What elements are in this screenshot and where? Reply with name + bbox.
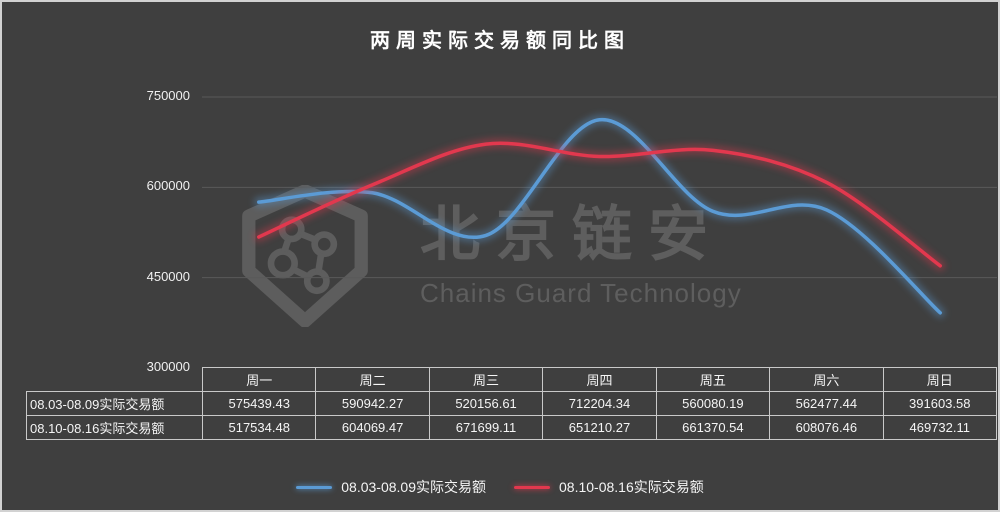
- table-value-cell: 661370.54: [655, 415, 771, 440]
- table-value-cell: 575439.43: [201, 391, 317, 416]
- table-value-cell: 671699.11: [428, 415, 544, 440]
- table-value-cell: 651210.27: [542, 415, 657, 440]
- table-value-cell: 520156.61: [428, 391, 544, 416]
- y-axis-labels: 750000 600000 450000 300000: [105, 2, 190, 510]
- table-header-cell: 周四: [542, 367, 657, 392]
- chart-title: 两周实际交易额同比图: [370, 30, 630, 52]
- legend-label: 08.03-08.09实际交易额: [341, 479, 486, 495]
- chains-guard-logo-icon: [242, 185, 368, 327]
- watermark: 北京链安 Chains Guard Technology: [230, 185, 742, 327]
- table-header-cell: 周二: [315, 367, 430, 392]
- table-header-cell: 周日: [882, 367, 998, 392]
- table-header-cell: 周五: [655, 367, 771, 392]
- legend-line-sample: [514, 485, 550, 489]
- table-corner-cell: [27, 368, 203, 392]
- table-value-cell: 469732.11: [882, 415, 998, 440]
- y-axis-tick-label: 300000: [146, 359, 190, 374]
- table-value-cell: 604069.47: [315, 415, 430, 440]
- y-axis-tick-label: 450000: [146, 268, 190, 284]
- legend-item-0: 08.03-08.09实际交易额: [296, 477, 486, 497]
- table-header-row: 周一 周二 周三 周四 周五 周六 周日: [27, 367, 998, 392]
- chart-legend: 08.03-08.09实际交易额 08.10-08.16实际交易额: [2, 477, 998, 497]
- table-header-cell: 周六: [769, 367, 884, 392]
- table-row-label: 08.10-08.16实际交易额: [26, 415, 203, 440]
- legend-label: 08.10-08.16实际交易额: [559, 479, 704, 495]
- table-value-cell: 608076.46: [769, 415, 884, 440]
- table-value-cell: 590942.27: [315, 391, 430, 416]
- table-value-cell: 517534.48: [201, 415, 317, 440]
- legend-item-1: 08.10-08.16实际交易额: [514, 477, 704, 497]
- y-axis-tick-label: 750000: [146, 88, 190, 103]
- watermark-en-text: Chains Guard Technology: [420, 278, 742, 308]
- table-value-cell: 560080.19: [655, 391, 771, 416]
- table-value-cell: 562477.44: [769, 391, 884, 416]
- watermark-cn-text: 北京链安: [420, 201, 724, 268]
- legend-line-sample: [296, 485, 333, 489]
- table-row: 08.10-08.16实际交易额 517534.48 604069.47 671699…: [26, 415, 998, 440]
- y-axis-tick-label: 600000: [146, 178, 190, 194]
- table-value-cell: 712204.34: [542, 391, 657, 416]
- watermark-text: 北京链安 Chains Guard Technology: [420, 203, 742, 309]
- data-table: 周一 周二 周三 周四 周五 周六 周日 08.03-08.09实际交易额 575439.43 5…: [26, 367, 998, 440]
- table-header-cell: 周三: [428, 367, 544, 392]
- table-header-cell: 周一: [201, 367, 317, 392]
- table-value-cell: 391603.58: [882, 391, 998, 416]
- table-row: 08.03-08.09实际交易额 575439.43 590942.27 520156…: [26, 391, 998, 416]
- table-row-label: 08.03-08.09实际交易额: [26, 391, 203, 416]
